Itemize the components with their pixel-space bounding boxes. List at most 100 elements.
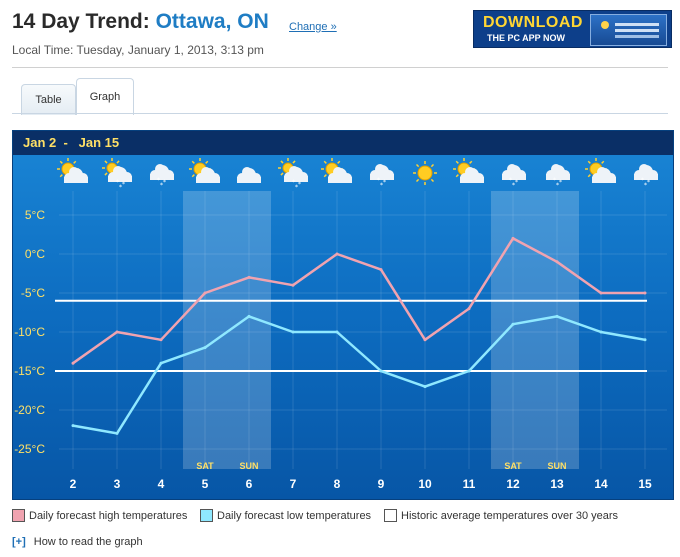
svg-text:*: * (553, 177, 556, 184)
legend-label-low: Daily forecast low temperatures (217, 509, 372, 522)
series-low-line (72, 315, 646, 435)
series-high-point (247, 275, 251, 279)
x-tick-label: 10 (418, 477, 432, 491)
local-time: Local Time: Tuesday, January 1, 2013, 3:… (12, 43, 264, 57)
series-low-point (379, 369, 383, 373)
y-tick-label: -25°C (14, 442, 45, 456)
legend-swatch-high (12, 509, 25, 522)
legend-item-average: Historic average temperatures over 30 ye… (384, 509, 618, 522)
weekend-day-label: SAT (504, 461, 522, 471)
x-tick-label: 11 (463, 477, 476, 491)
svg-text:*: * (292, 179, 295, 186)
expand-icon[interactable]: [+] (12, 536, 26, 548)
series-high-point (71, 361, 75, 365)
x-tick-label: 13 (550, 477, 564, 491)
series-high-line (72, 237, 645, 365)
sun-cloud-icon (57, 158, 88, 183)
cloud-icon (237, 167, 261, 183)
weekend-day-label: SAT (196, 461, 214, 471)
change-location-link[interactable]: Change » (289, 21, 337, 33)
chart-date-header (13, 131, 673, 155)
x-tick-label: 4 (158, 477, 165, 491)
x-tick-label: 5 (202, 477, 209, 491)
legend-swatch-average (384, 509, 397, 522)
y-tick-label: -20°C (14, 403, 45, 417)
city-name: Ottawa, ON (155, 10, 269, 33)
chart-canvas: 5°C 0°C -5°C -10°C -15°C -20°C -25°C 2 3 4 5 6 7 8 9 10… (13, 131, 673, 499)
series-low-point (599, 330, 603, 334)
sun-cloud-icon (189, 158, 220, 183)
sun-cloud-snow-icon: * ** (102, 158, 132, 191)
page-title: 14 Day Trend: Ottawa, ON (12, 10, 269, 34)
x-tick-label: 15 (638, 477, 652, 491)
title-prefix: 14 Day Trend: (12, 10, 150, 33)
sun-cloud-icon (585, 158, 616, 183)
y-tick-label: 0°C (25, 247, 45, 261)
series-low-point (115, 431, 119, 435)
weekend-band (535, 191, 579, 469)
x-tick-label: 3 (114, 477, 121, 491)
tab-table[interactable]: Table (21, 84, 76, 115)
series-high-point (511, 236, 515, 240)
weekend-day-label: SUN (239, 461, 258, 471)
svg-text:*: * (157, 177, 160, 184)
series-low-point (335, 330, 339, 334)
sun-cloud-snow-icon: * ** (278, 158, 308, 191)
svg-text:*: * (509, 177, 512, 184)
chart-background (13, 131, 673, 499)
series-low-point (643, 338, 647, 342)
tab-graph[interactable]: Graph (76, 78, 134, 115)
how-to-read-link[interactable]: [+] How to read the graph (12, 536, 143, 548)
series-high-point (555, 260, 559, 264)
series-low-point (247, 314, 251, 318)
svg-text:*: * (122, 181, 125, 188)
svg-text:*: * (116, 179, 119, 186)
series-high-point (643, 291, 647, 295)
date-start: Jan 2 (23, 135, 57, 150)
date-end: Jan 15 (78, 135, 120, 150)
legend-item-high: Daily forecast high temperatures (12, 509, 187, 522)
x-tick-label: 8 (334, 477, 341, 491)
banner-subline: THE PC APP NOW (487, 33, 566, 43)
svg-text:*: * (160, 182, 163, 189)
x-tick-label: 2 (70, 477, 77, 491)
weekend-band (227, 191, 271, 469)
sun-cloud-icon (453, 158, 484, 183)
legend-label-high: Daily forecast high temperatures (29, 509, 188, 522)
date-separator: - (63, 135, 68, 150)
weekend-band (183, 191, 227, 469)
header-divider (12, 67, 668, 68)
sun-icon (413, 161, 437, 185)
legend-swatch-low (200, 509, 213, 522)
svg-text:*: * (383, 179, 386, 186)
y-tick-label: -15°C (14, 364, 45, 378)
app-screenshot-image (590, 14, 667, 46)
cloud-snow-icon: * ** (502, 164, 526, 189)
svg-text:*: * (295, 184, 298, 191)
series-low-point (159, 361, 163, 365)
cloud-snow-icon: * ** (546, 164, 570, 189)
series-high-point (159, 338, 163, 342)
series-low-point (467, 369, 471, 373)
series-high-point (467, 307, 471, 311)
trend-chart: 5°C 0°C -5°C -10°C -15°C -20°C -25°C 2 3 4 5 6 7 8 9 10… (12, 130, 674, 500)
series-high-point (599, 291, 603, 295)
series-high-point (291, 283, 295, 287)
series-low-point (291, 330, 295, 334)
date-range: Jan 2 - Jan 15 (23, 135, 119, 150)
series-low-point (555, 314, 559, 318)
y-tick-label: -10°C (14, 325, 45, 339)
svg-text:*: * (515, 179, 518, 186)
svg-text:*: * (298, 181, 301, 188)
svg-text:*: * (380, 182, 383, 189)
series-low-point (203, 346, 207, 350)
banner-headline: DOWNLOAD (483, 14, 583, 31)
how-to-read-label[interactable]: How to read the graph (33, 536, 143, 548)
x-tick-label: 12 (506, 477, 520, 491)
series-high-point (423, 338, 427, 342)
x-tick-label: 14 (594, 477, 608, 491)
x-tick-label: 9 (378, 477, 385, 491)
svg-text:*: * (163, 179, 166, 186)
download-app-banner[interactable]: DOWNLOAD THE PC APP NOW (473, 10, 672, 48)
y-tick-label: -5°C (21, 286, 45, 300)
